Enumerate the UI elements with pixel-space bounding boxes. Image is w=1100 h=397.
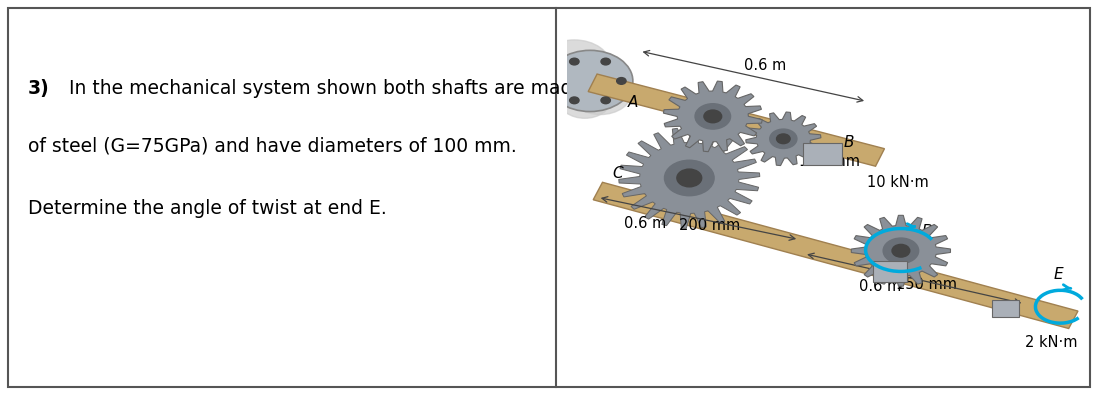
Text: C: C bbox=[613, 166, 623, 181]
Circle shape bbox=[601, 58, 610, 65]
Polygon shape bbox=[593, 182, 1078, 328]
Circle shape bbox=[883, 238, 918, 264]
Circle shape bbox=[554, 77, 563, 84]
Text: In the mechanical system shown both shafts are made: In the mechanical system shown both shaf… bbox=[69, 79, 584, 98]
Circle shape bbox=[777, 134, 790, 144]
Polygon shape bbox=[746, 112, 821, 166]
Circle shape bbox=[547, 50, 632, 112]
Text: 0.6 m: 0.6 m bbox=[859, 279, 901, 294]
Text: 200 mm: 200 mm bbox=[679, 218, 740, 233]
Circle shape bbox=[704, 110, 722, 123]
Circle shape bbox=[676, 169, 702, 187]
Text: 150 mm: 150 mm bbox=[895, 277, 957, 292]
Text: B: B bbox=[844, 135, 854, 150]
Text: 2 kN·m: 2 kN·m bbox=[1025, 335, 1078, 350]
Circle shape bbox=[570, 97, 579, 104]
Text: of steel (G=75GPa) and have diameters of 100 mm.: of steel (G=75GPa) and have diameters of… bbox=[28, 137, 516, 156]
Polygon shape bbox=[588, 74, 884, 166]
Text: D: D bbox=[922, 224, 934, 239]
Circle shape bbox=[695, 104, 730, 129]
Text: 3): 3) bbox=[28, 79, 50, 98]
Circle shape bbox=[601, 97, 610, 104]
Text: 0.6 m: 0.6 m bbox=[744, 58, 786, 73]
Circle shape bbox=[770, 129, 796, 148]
Polygon shape bbox=[851, 215, 950, 286]
Circle shape bbox=[664, 160, 714, 196]
Text: Determine the angle of twist at end E.: Determine the angle of twist at end E. bbox=[28, 198, 386, 218]
Circle shape bbox=[570, 58, 579, 65]
Circle shape bbox=[617, 77, 626, 84]
Circle shape bbox=[569, 70, 631, 115]
Text: 150 mm: 150 mm bbox=[799, 154, 860, 169]
Polygon shape bbox=[663, 81, 762, 152]
Polygon shape bbox=[619, 128, 760, 228]
Circle shape bbox=[538, 40, 610, 92]
Circle shape bbox=[559, 81, 610, 118]
Bar bbox=[992, 300, 1019, 317]
Bar bbox=[803, 143, 843, 165]
Text: E: E bbox=[1054, 268, 1063, 283]
Bar bbox=[873, 261, 908, 281]
Circle shape bbox=[892, 245, 910, 257]
Text: A: A bbox=[628, 95, 639, 110]
Text: 10 kN·m: 10 kN·m bbox=[867, 175, 928, 190]
Text: 0.6 m: 0.6 m bbox=[624, 216, 667, 231]
